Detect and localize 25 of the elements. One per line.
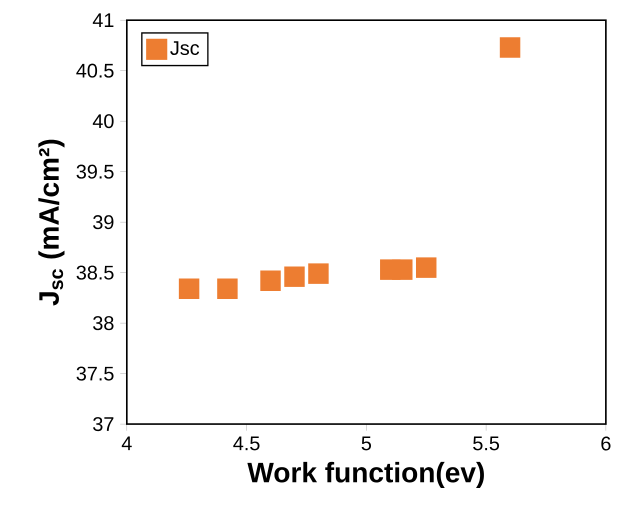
x-tick-label: 5.5	[473, 436, 500, 450]
point	[308, 263, 329, 284]
x-tick-label: 4.5	[233, 436, 260, 450]
point	[260, 270, 281, 291]
y-tick-label: 39.5	[76, 164, 114, 179]
y-tick-label: 38.5	[76, 266, 114, 280]
legend-label: Jsc	[170, 41, 200, 55]
x-axis-title: Work function(ev)	[247, 462, 484, 488]
y-tick-label: 40	[92, 114, 114, 128]
point	[500, 37, 520, 58]
y-tick-label: 37.5	[76, 366, 114, 381]
y-tick-label: 41	[92, 13, 114, 27]
point	[217, 278, 238, 299]
x-tick-label: 5	[362, 436, 372, 450]
point	[178, 278, 200, 299]
x-tick-label: 6	[601, 436, 611, 451]
point	[284, 266, 305, 287]
point	[392, 259, 413, 280]
y-tick-label: 40.5	[76, 64, 114, 78]
point	[416, 257, 436, 278]
y-tick-label: 39	[93, 215, 114, 230]
y-tick-label: 38	[93, 316, 114, 330]
y-tick-label: 37	[93, 417, 114, 432]
y-axis-title: J$_{sc}$ (mA/cm²)	[38, 140, 64, 306]
x-tick-label: 4	[122, 436, 132, 450]
